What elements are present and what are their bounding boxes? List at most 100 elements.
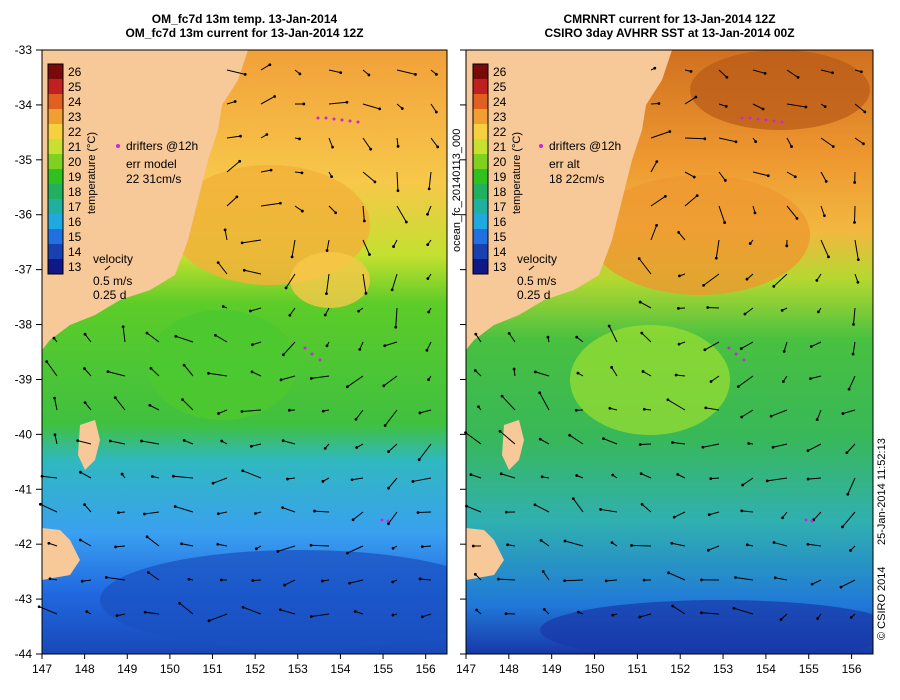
right-warm-eddy: [590, 175, 810, 295]
left-land: [42, 50, 248, 350]
colorbar-tick-label: 20: [493, 155, 507, 169]
left-map-frame: [41, 49, 448, 655]
x-tick-label: 149: [542, 662, 562, 676]
colorbar-tick-label: 25: [68, 80, 82, 94]
right-velocity-time: 0.25 d: [517, 288, 550, 302]
x-tick-label: 147: [456, 662, 476, 676]
colorbar-swatch: [473, 169, 488, 184]
colorbar-tick-label: 21: [493, 140, 507, 154]
left-legend-drifters: drifters @12h: [126, 139, 198, 153]
colorbar-tick-label: 26: [68, 65, 82, 79]
left-velocity-label: velocity: [93, 252, 133, 266]
colorbar-swatch: [48, 244, 63, 259]
colorbar-tick-label: 14: [493, 245, 507, 259]
colorbar-swatch: [473, 199, 488, 214]
colorbar-swatch: [473, 124, 488, 139]
right-title: CMRNRT current for 13-Jan-2014 12Z CSIRO…: [466, 12, 873, 40]
right-map-frame: [465, 49, 874, 655]
left-drifter-marker: [116, 144, 120, 148]
colorbar-tick-label: 17: [493, 200, 507, 214]
right-title-line2: CSIRO 3day AVHRR SST at 13-Jan-2014 00Z: [544, 26, 795, 40]
left-velocity-time: 0.25 d: [93, 288, 126, 302]
colorbar-frame: [47, 63, 64, 275]
x-tick-label: 149: [117, 662, 137, 676]
colorbar-title: temperature (°C): [86, 132, 98, 214]
right-velocity-label: velocity: [517, 252, 557, 266]
y-tick-label: -43: [15, 592, 33, 606]
right-legend-err-value: 18 22cm/s: [549, 172, 604, 186]
left-cold-eddy: [147, 310, 297, 420]
colorbar-swatch: [473, 109, 488, 124]
colorbar-frame: [472, 63, 489, 275]
colorbar-tick-label: 24: [493, 95, 507, 109]
right-map: [466, 50, 873, 654]
x-tick-label: 150: [585, 662, 605, 676]
colorbar-tick-label: 13: [493, 260, 507, 274]
left-legend-err-label: err model: [126, 157, 177, 171]
colorbar-swatch: [48, 124, 63, 139]
colorbar-swatch: [48, 169, 63, 184]
right-velocity-scale-arrow: [528, 265, 535, 271]
colorbar-swatch: [473, 154, 488, 169]
y-tick-label: -33: [15, 43, 33, 57]
left-legend: drifters @12h err model 22 31cm/s veloci…: [93, 139, 198, 302]
x-tick-label: 155: [373, 662, 393, 676]
colorbar-swatch: [48, 64, 63, 79]
left-title: OM_fc7d 13m temp. 13-Jan-2014 OM_fc7d 13…: [42, 12, 447, 40]
colorbar-swatch: [473, 259, 488, 274]
right-hot-core: [690, 50, 870, 130]
x-tick-label: 154: [330, 662, 350, 676]
right-velocity-arrows: [464, 66, 867, 621]
right-legend-err-label: err alt: [549, 157, 580, 171]
y-tick-label: -36: [15, 208, 33, 222]
colorbar-tick-label: 22: [493, 125, 507, 139]
colorbar-swatch: [48, 139, 63, 154]
colorbar-tick-label: 20: [68, 155, 82, 169]
colorbar-tick-label: 19: [68, 170, 82, 184]
colorbar-tick-label: 23: [68, 110, 82, 124]
colorbar-tick-label: 14: [68, 245, 82, 259]
colorbar-swatch: [48, 154, 63, 169]
left-tasmania: [42, 528, 80, 580]
x-tick-label: 153: [713, 662, 733, 676]
right-land: [466, 50, 672, 350]
colorbar-swatch: [48, 109, 63, 124]
colorbar-tick-label: 18: [68, 185, 82, 199]
y-tick-label: -35: [15, 153, 33, 167]
colorbar-swatch: [48, 184, 63, 199]
colorbar-tick-label: 24: [68, 95, 82, 109]
right-drifter-tracks: [727, 116, 814, 523]
colorbar-tick-label: 16: [493, 215, 507, 229]
colorbar-swatch: [48, 199, 63, 214]
left-blue-pool: [100, 550, 447, 650]
colorbar-swatch: [473, 214, 488, 229]
right-legend: drifters @12h err alt 18 22cm/s velocity…: [517, 139, 621, 302]
product-id-label: ocean_fc_20140113_000: [451, 128, 463, 252]
x-tick-label: 148: [499, 662, 519, 676]
x-tick-label: 152: [670, 662, 690, 676]
left-velocity-speed: 0.5 m/s: [93, 274, 132, 288]
x-tick-label: 147: [32, 662, 52, 676]
left-map: [42, 50, 447, 654]
colorbar-swatch: [473, 64, 488, 79]
colorbar-tick-label: 25: [493, 80, 507, 94]
colorbar-tick-label: 17: [68, 200, 82, 214]
y-tick-label: -44: [15, 647, 33, 661]
colorbar-swatch: [48, 259, 63, 274]
x-tick-label: 153: [288, 662, 308, 676]
left-title-line2: OM_fc7d 13m current for 13-Jan-2014 12Z: [125, 26, 364, 40]
y-tick-label: -39: [15, 372, 33, 386]
colorbar-swatch: [473, 229, 488, 244]
colorbar-tick-label: 19: [493, 170, 507, 184]
colorbar-swatch: [48, 94, 63, 109]
right-x-axis: 147 148 149 150 151 152 153 154 155 156: [456, 654, 862, 676]
colorbar-tick-label: 18: [493, 185, 507, 199]
y-tick-label: -41: [15, 482, 33, 496]
colorbar-tick-label: 26: [493, 65, 507, 79]
left-drifter-tracks: [303, 116, 390, 523]
colorbar-swatch: [473, 79, 488, 94]
x-tick-label: 148: [75, 662, 95, 676]
